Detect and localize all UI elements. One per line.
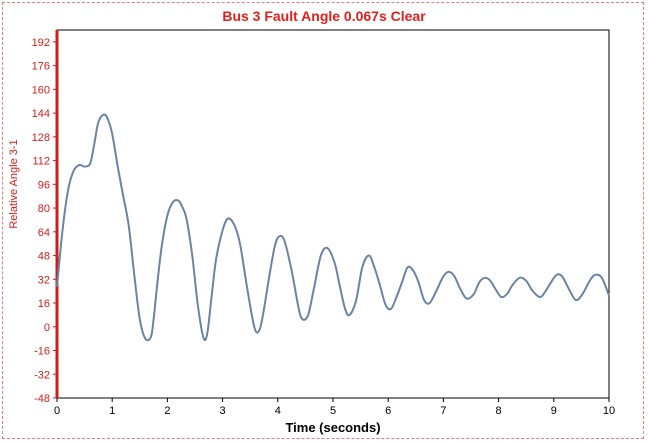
- y-tick-label: 112: [32, 156, 50, 168]
- y-tick-label: 48: [38, 251, 50, 263]
- y-tick-label: 0: [44, 322, 50, 334]
- x-axis-label: Time (seconds): [285, 420, 380, 435]
- y-tick-label: 80: [38, 203, 50, 215]
- y-tick-label: 32: [38, 274, 50, 286]
- y-tick-label: 64: [38, 227, 50, 239]
- chart-title: Bus 3 Fault Angle 0.067s Clear: [222, 8, 426, 24]
- plot-border: [56, 29, 610, 399]
- x-tick-label: 9: [551, 405, 557, 417]
- x-tick-label: 3: [220, 405, 226, 417]
- chart-frame: [2, 2, 644, 439]
- series-layer: [56, 113, 610, 342]
- plot-area: [56, 29, 610, 399]
- x-tick-label: 5: [330, 405, 336, 417]
- y-tick-label: 16: [38, 298, 50, 310]
- series-line-0: [56, 113, 610, 342]
- y-tick-label: -48: [34, 393, 50, 405]
- x-tick-label: 1: [109, 405, 115, 417]
- y-tick-label: 176: [32, 61, 50, 73]
- y-tick-label: 160: [32, 84, 50, 96]
- x-tick-label: 6: [385, 405, 391, 417]
- x-tick-label: 10: [603, 405, 615, 417]
- x-tick-label: 7: [440, 405, 446, 417]
- y-tick-label: 192: [32, 37, 50, 49]
- y-tick-label: 128: [32, 132, 50, 144]
- y-tick-label: -16: [34, 346, 50, 358]
- y-tick-label: 96: [38, 179, 50, 191]
- x-tick-label: 2: [164, 405, 170, 417]
- x-tick-label: 8: [496, 405, 502, 417]
- y-axis-label: Relative Angle 3-1: [8, 139, 20, 228]
- y-tick-label: 144: [32, 108, 50, 120]
- y-tick-label: -32: [34, 369, 50, 381]
- x-tick-label: 0: [54, 405, 60, 417]
- axes: -48-32-160163248648096112128144160176192…: [32, 30, 615, 417]
- x-tick-label: 4: [275, 405, 281, 417]
